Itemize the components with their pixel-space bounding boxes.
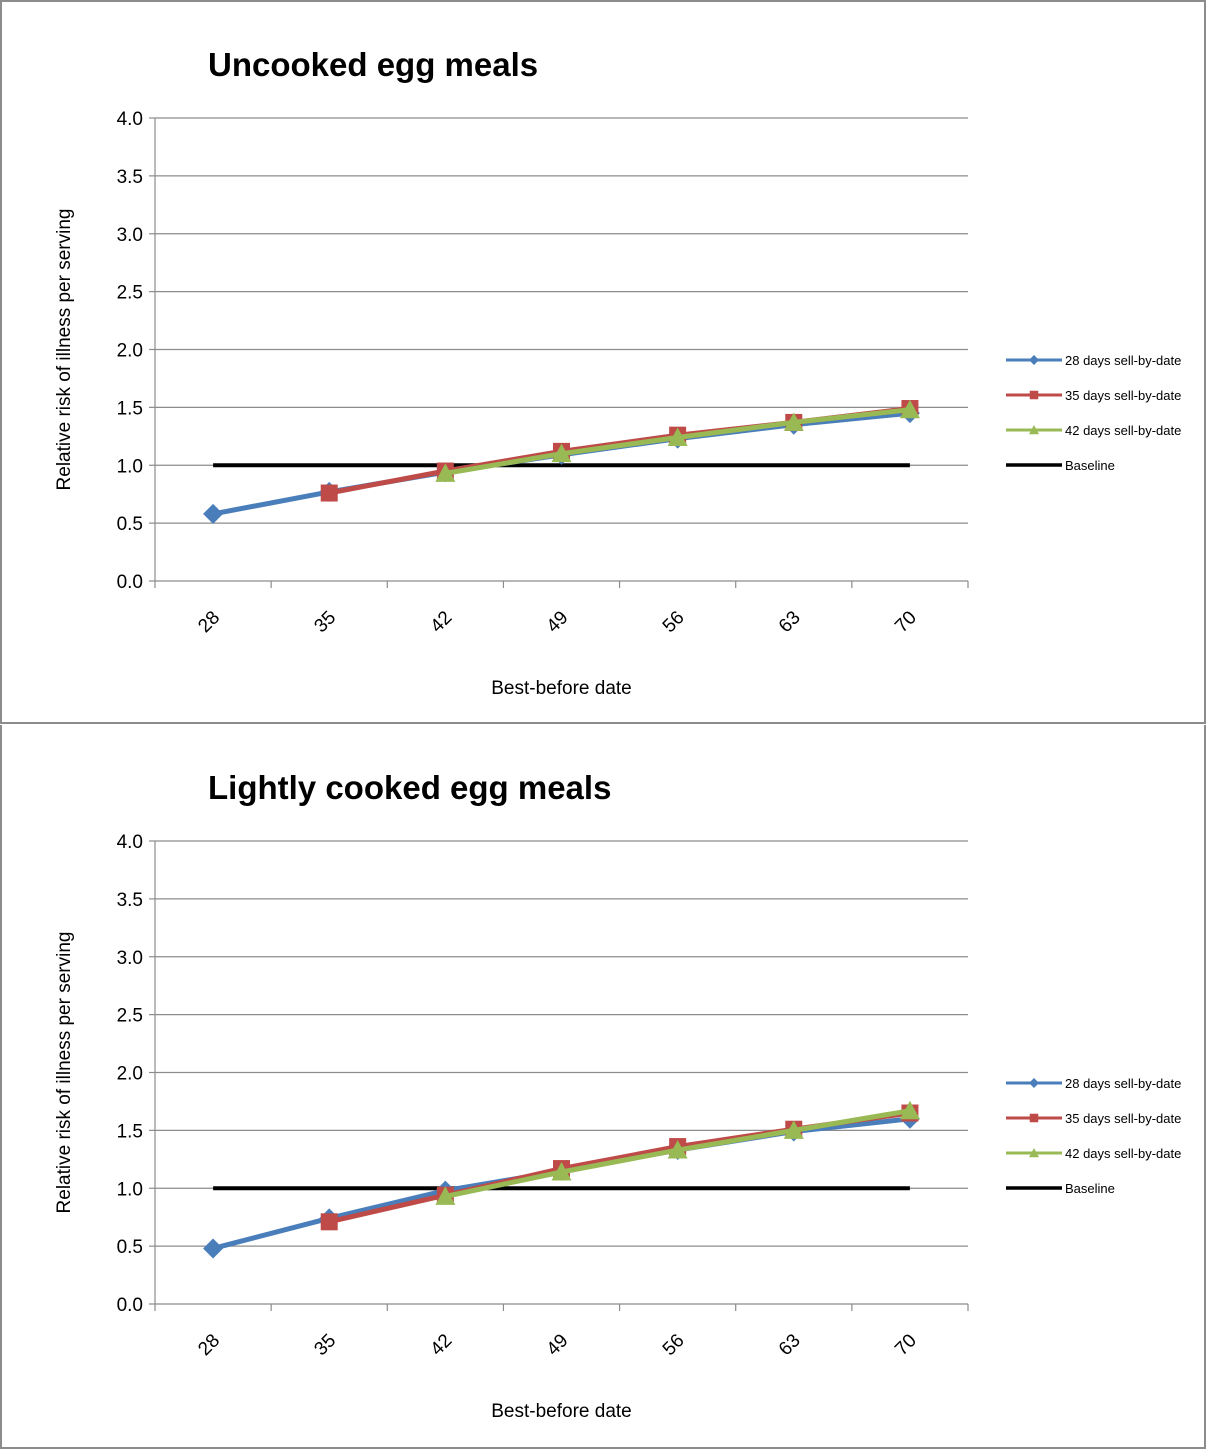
y-tick-label: 1.0: [117, 1179, 143, 1200]
series-0: [203, 1108, 920, 1259]
y-axis-label: Relative risk of illness per serving: [54, 209, 75, 491]
y-tick-label: 4.0: [117, 109, 143, 130]
y-tick-label: 0.0: [117, 1295, 143, 1316]
y-tick-label: 1.5: [117, 1121, 143, 1142]
legend-marker: [1029, 1113, 1039, 1123]
data-point: [320, 1213, 338, 1231]
legend-label: 35 days sell-by-date: [1065, 388, 1181, 403]
data-point: [203, 503, 224, 524]
chart-lightly-cooked: Lightly cooked egg meals 0.0 0.5 1.0 1.5 2.0 2…: [54, 769, 1181, 1422]
legend-entry: 35 days sell-by-date: [1006, 1111, 1181, 1126]
legend-entry: 35 days sell-by-date: [1006, 388, 1181, 403]
x-tick-label: 28: [194, 1330, 224, 1360]
data-point: [783, 1120, 804, 1139]
y-tick-label: 1.5: [117, 398, 143, 419]
data-point: [551, 1162, 572, 1181]
legend-marker: [1029, 390, 1039, 400]
y-tick-label: 0.0: [117, 572, 143, 593]
legend-entry: 42 days sell-by-date: [1006, 423, 1181, 438]
x-tick-label: 63: [775, 1330, 805, 1360]
y-tick-label: 2.5: [117, 283, 143, 304]
y-tick-label: 3.0: [117, 225, 143, 246]
data-point: [899, 1100, 920, 1120]
data-point: [551, 443, 572, 463]
data-point: [203, 1238, 224, 1259]
x-tick-label: 35: [310, 607, 340, 637]
x-tick-label: 42: [427, 607, 457, 637]
x-axis-label: Best-before date: [491, 1401, 631, 1422]
data-point: [320, 484, 338, 502]
x-tick-label: 28: [194, 607, 224, 637]
x-tick-label: 70: [891, 1330, 921, 1360]
legend-marker: [1029, 1148, 1039, 1158]
legend-marker: [1029, 1078, 1039, 1088]
x-tick-label: 35: [310, 1330, 340, 1360]
y-tick-label: 2.0: [117, 341, 143, 362]
data-point: [435, 1186, 456, 1205]
x-axis-label: Best-before date: [491, 678, 631, 699]
series-1: [320, 400, 919, 502]
data-point: [783, 412, 804, 431]
legend-label: Baseline: [1065, 1181, 1115, 1196]
legend-marker: [1029, 425, 1039, 435]
x-tick-label: 56: [659, 607, 689, 637]
legend-label: 42 days sell-by-date: [1065, 1146, 1181, 1161]
y-tick-label: 0.5: [117, 514, 143, 535]
x-tick-label: 42: [427, 1330, 457, 1360]
legend-entry: Baseline: [1006, 1181, 1115, 1196]
series-line: [212, 1116, 911, 1251]
data-point: [899, 399, 920, 419]
legend-label: Baseline: [1065, 458, 1115, 473]
x-tick-label: 49: [543, 1330, 573, 1360]
y-tick-label: 4.0: [117, 832, 143, 853]
x-tick-label: 63: [775, 607, 805, 637]
chart-title: Uncooked egg meals: [208, 46, 538, 83]
y-tick-label: 3.5: [117, 167, 143, 188]
legend-entry: 28 days sell-by-date: [1006, 353, 1181, 368]
x-tick-label: 56: [659, 1330, 689, 1360]
legend-entry: 42 days sell-by-date: [1006, 1146, 1181, 1161]
panel-frame: [1204, 2, 1206, 722]
y-axis-label: Relative risk of illness per serving: [54, 932, 75, 1214]
legend-label: 42 days sell-by-date: [1065, 423, 1181, 438]
y-tick-label: 1.0: [117, 456, 143, 477]
chart-panel-lightly-cooked: Lightly cooked egg meals 0.0 0.5 1.0 1.5 2.0 2…: [0, 725, 1206, 1449]
data-point: [435, 463, 456, 482]
legend-marker: [1029, 355, 1039, 365]
panel-frame: [1204, 725, 1206, 1447]
series-2: [435, 399, 920, 482]
legend-label: 28 days sell-by-date: [1065, 353, 1181, 368]
y-tick-label: 3.0: [117, 948, 143, 969]
legend-entry: 28 days sell-by-date: [1006, 1076, 1181, 1091]
series-2: [435, 1100, 920, 1205]
legend-label: 35 days sell-by-date: [1065, 1111, 1181, 1126]
y-tick-label: 3.5: [117, 890, 143, 911]
chart-uncooked: Uncooked egg meals 0.0 0.5 1.0 1.5 2.0 2.5 3.0 3…: [54, 46, 1181, 699]
x-tick-label: 70: [891, 607, 921, 637]
y-tick-label: 2.5: [117, 1006, 143, 1027]
data-point: [667, 427, 688, 446]
x-tick-label: 49: [543, 607, 573, 637]
chart-panel-uncooked: Uncooked egg meals 0.0 0.5 1.0 1.5 2.0 2.5 3.0 3…: [0, 0, 1206, 724]
data-point: [667, 1140, 688, 1159]
y-tick-label: 0.5: [117, 1237, 143, 1258]
y-tick-label: 2.0: [117, 1064, 143, 1085]
legend-entry: Baseline: [1006, 458, 1115, 473]
chart-title: Lightly cooked egg meals: [208, 769, 611, 806]
legend-label: 28 days sell-by-date: [1065, 1076, 1181, 1091]
